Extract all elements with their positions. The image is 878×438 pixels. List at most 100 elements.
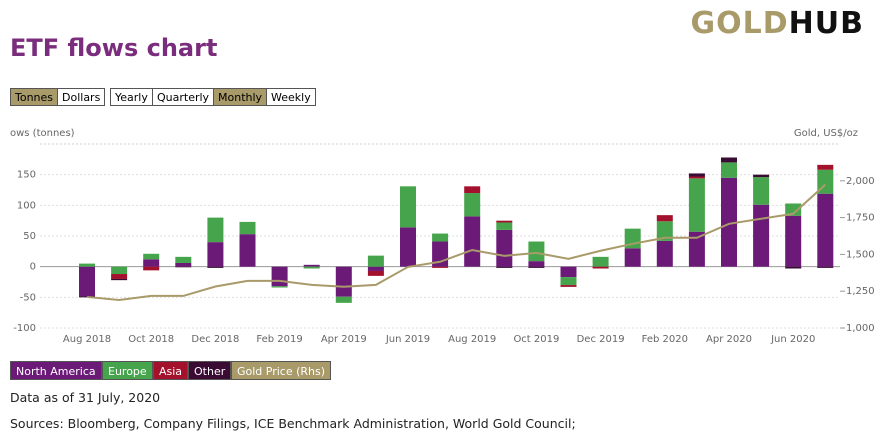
x-tick-label: Jun 2019 — [385, 334, 430, 345]
x-tick-label: Aug 2018 — [63, 334, 111, 345]
legend-item[interactable]: Gold Price (Rhs) — [231, 361, 332, 380]
bar-segment — [785, 215, 802, 267]
bar-segment — [753, 174, 770, 178]
as-of: Data as of 31 July, 2020 — [10, 390, 161, 405]
toggle-button[interactable]: Tonnes — [10, 88, 59, 106]
y2-tick-label: 1,750 — [846, 213, 875, 224]
bar-segment — [175, 262, 192, 267]
bar-segment — [688, 231, 705, 267]
x-tick-label: Dec 2019 — [577, 334, 625, 345]
bar-segment — [111, 274, 128, 279]
x-tick-label: Jun 2020 — [770, 334, 815, 345]
x-tick-label: Aug 2019 — [448, 334, 496, 345]
bar-segment — [656, 221, 673, 241]
x-tick-label: Apr 2019 — [321, 334, 367, 345]
logo-hub: HUB — [788, 6, 864, 41]
bar-segment — [367, 266, 384, 271]
toggle-button[interactable]: Monthly — [213, 88, 268, 106]
bar-segment — [656, 215, 673, 222]
logo: GOLDHUB — [691, 6, 865, 41]
x-tick-label: Oct 2018 — [128, 334, 174, 345]
y-tick-label: 50 — [23, 231, 36, 242]
bar-segment — [656, 240, 673, 267]
bar-segment — [207, 266, 224, 268]
bar-segment — [335, 296, 352, 303]
y2-tick-label: 1,500 — [846, 249, 875, 260]
bar-segment — [560, 285, 577, 287]
bar-segment — [688, 176, 705, 179]
logo-gold: GOLD — [690, 6, 789, 41]
x-tick-label: Feb 2019 — [256, 334, 302, 345]
bar-segment — [335, 266, 352, 297]
bar-segment — [496, 220, 513, 223]
bar-segment — [143, 253, 160, 260]
sources: Sources: Bloomberg, Company Filings, ICE… — [10, 416, 576, 431]
bar-segment — [207, 242, 224, 267]
toggle-button[interactable]: Quarterly — [152, 88, 215, 106]
bar-segment — [367, 270, 384, 276]
y2-tick-label: 2,000 — [846, 176, 875, 187]
bar-segment — [624, 248, 641, 267]
bar-segment — [239, 221, 256, 235]
y-axis-label: ows (tonnes) — [10, 128, 75, 139]
bar-segment — [817, 266, 834, 268]
bar-segment — [592, 256, 609, 267]
bar-segment — [175, 266, 192, 268]
legend-item[interactable]: Asia — [153, 361, 189, 380]
y-tick-label: -50 — [20, 292, 36, 303]
bar-segment — [79, 263, 95, 267]
bar-segment — [496, 229, 513, 267]
bar-segment — [817, 193, 834, 267]
x-tick-label: Feb 2020 — [642, 334, 688, 345]
bar-segment — [496, 222, 513, 230]
bar-segment — [111, 266, 128, 275]
price-line — [86, 183, 826, 302]
bar-segment — [592, 266, 609, 269]
bar-segment — [721, 162, 737, 178]
bar-segment — [143, 266, 160, 271]
y-tick-label: 100 — [17, 200, 36, 211]
toggle-button[interactable]: Dollars — [57, 88, 106, 106]
y2-axis-label: Gold, US$/oz — [794, 128, 858, 139]
bar-segment — [528, 266, 545, 268]
bar-segment — [560, 266, 577, 278]
legend-item[interactable]: Other — [188, 361, 232, 380]
bar-segment — [432, 266, 449, 268]
bar-segment — [111, 278, 128, 281]
bar-segment — [79, 266, 95, 297]
bar-segment — [367, 255, 384, 267]
page-title: ETF flows chart — [10, 34, 218, 62]
y-tick-label: 0 — [30, 262, 36, 273]
bar-segment — [400, 227, 416, 267]
bar-segment — [143, 259, 160, 267]
bar-segment — [175, 256, 192, 263]
bar-segment — [271, 286, 288, 288]
bar-segment — [753, 204, 770, 267]
bar-segment — [464, 193, 481, 217]
bar-segment — [400, 186, 416, 228]
bar-segment — [303, 266, 320, 269]
bar-segment — [464, 186, 481, 194]
bar-segment — [785, 203, 802, 216]
x-tick-label: Apr 2020 — [706, 334, 752, 345]
legend-item[interactable]: Europe — [102, 361, 153, 380]
bar-segment — [432, 233, 449, 242]
chart: ows (tonnes) Gold, US$/oz -100 -50 0 50 100 1… — [10, 128, 875, 345]
bar-segment — [239, 234, 256, 267]
bar-segment — [79, 296, 95, 298]
bar-segment — [721, 177, 737, 267]
y2-tick-label: 1,000 — [846, 323, 875, 334]
toggle-button[interactable]: Yearly — [110, 88, 153, 106]
toggle-button[interactable]: Weekly — [266, 88, 316, 106]
bar-segment — [721, 157, 737, 163]
x-tick-label: Oct 2019 — [513, 334, 559, 345]
bar-segment — [528, 261, 545, 267]
bar-segment — [688, 178, 705, 232]
legend-item[interactable]: North America — [10, 361, 102, 380]
bar-segment — [303, 264, 320, 267]
y2-tick-label: 1,250 — [846, 286, 875, 297]
y-tick-label: -100 — [13, 323, 36, 334]
bar-segment — [560, 277, 577, 286]
bar-segment — [528, 241, 545, 262]
